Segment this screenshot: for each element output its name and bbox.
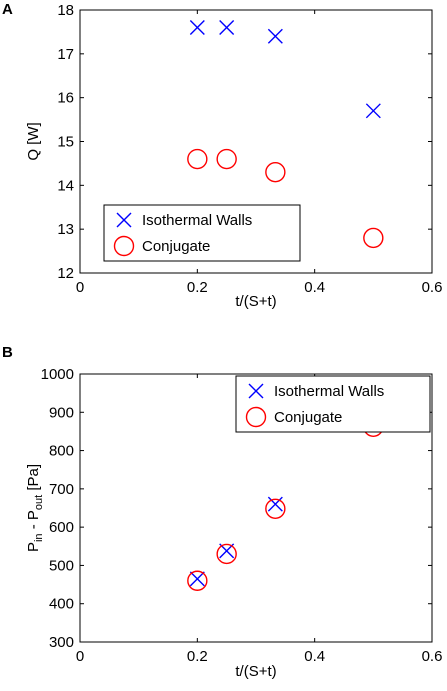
plot-area — [79, 373, 433, 643]
x-axis-label: t/(S+t) — [235, 663, 276, 680]
x-axis-label: t/(S+t) — [235, 293, 276, 310]
plot-a: 0 0.2 0.4 0.6 12 13 14 15 16 17 18 t/(S+t) Q [W] Isot… — [25, 2, 442, 310]
y-tick-label: 400 — [49, 596, 74, 613]
isothermal-walls-point — [365, 103, 381, 119]
y-tick-label: 15 — [57, 134, 74, 151]
legend: Isothermal Walls Conjugate — [103, 204, 301, 262]
legend-marker — [116, 212, 132, 228]
x-tick-label: 0.6 — [422, 279, 443, 296]
legend-box — [235, 375, 431, 433]
y-tick-label: 17 — [57, 46, 74, 63]
x-tick-label: 0.6 — [422, 648, 443, 665]
panel-b: B 0 0.2 0.4 0.6 300 400 500 600 700 800 900 1000 t/(… — [2, 344, 442, 680]
conjugate-point — [187, 570, 208, 591]
x-tick-label: 0 — [76, 279, 84, 296]
y-tick-label: 12 — [57, 265, 74, 282]
legend-entry: Isothermal Walls — [142, 212, 252, 229]
legend-marker — [245, 406, 267, 428]
conjugate-point — [363, 227, 384, 249]
x-tick-label: 0 — [76, 648, 84, 665]
x-tick-label: 0.2 — [187, 648, 208, 665]
legend-entry: Conjugate — [142, 238, 210, 255]
conjugate-point — [265, 498, 286, 519]
y-tick-label: 300 — [49, 634, 74, 651]
isothermal-walls-point — [267, 28, 283, 44]
x-tick-label: 0.4 — [304, 279, 325, 296]
y-tick-label: 700 — [49, 481, 74, 498]
isothermal-walls-point — [189, 20, 205, 36]
conjugate-point — [216, 148, 237, 170]
legend-marker — [248, 383, 264, 399]
y-tick-label: 500 — [49, 557, 74, 574]
isothermal-walls-point — [189, 571, 205, 587]
plot-b: 0 0.2 0.4 0.6 300 400 500 600 700 800 900 1000 t/(S+… — [25, 366, 442, 680]
y-tick-label: 900 — [49, 404, 74, 421]
y-tick-label: 13 — [57, 221, 74, 238]
y-tick-label: 1000 — [41, 366, 74, 383]
y-tick-label: 16 — [57, 90, 74, 107]
y-axis-label: Pin - Pout [Pa] — [25, 464, 45, 552]
isothermal-walls-point — [219, 20, 235, 36]
legend-entry: Conjugate — [274, 409, 342, 426]
isothermal-walls-point — [267, 496, 283, 512]
y-tick-label: 14 — [57, 177, 74, 194]
legend-entry: Isothermal Walls — [274, 383, 384, 400]
y-tick-label: 800 — [49, 443, 74, 460]
conjugate-point — [265, 161, 286, 183]
x-tick-label: 0.2 — [187, 279, 208, 296]
y-tick-label: 18 — [57, 2, 74, 19]
y-tick-label: 600 — [49, 519, 74, 536]
conjugate-point — [187, 148, 208, 170]
panel-b-label: B — [2, 344, 13, 361]
panel-a: A 0 0.2 0.4 0.6 12 13 14 15 16 17 18 t/(S+t) Q [W] Is… — [2, 1, 442, 310]
conjugate-point — [216, 543, 237, 565]
x-tick-label: 0.4 — [304, 648, 325, 665]
legend: Isothermal Walls Conjugate — [235, 375, 431, 433]
legend-box — [103, 204, 301, 262]
y-axis-label: Q [W] — [25, 122, 42, 160]
legend-marker — [113, 235, 135, 257]
panel-a-label: A — [2, 1, 13, 18]
